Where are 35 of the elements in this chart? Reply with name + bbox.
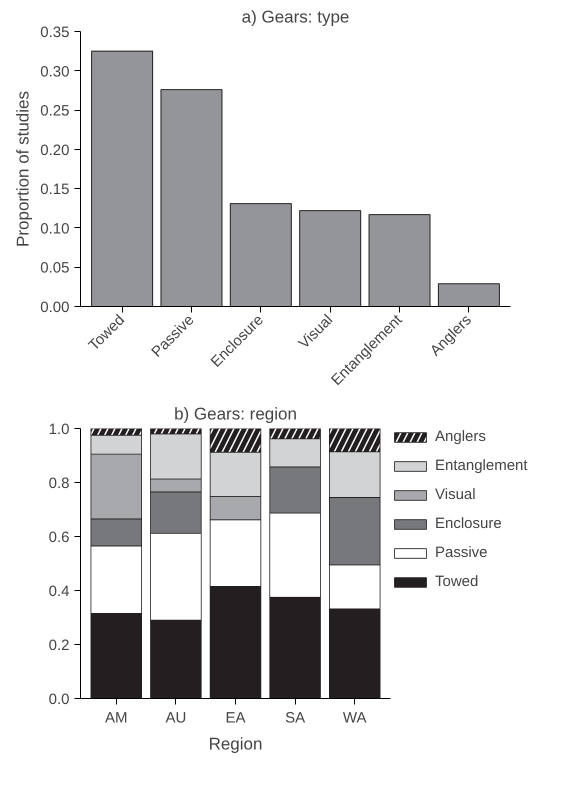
y-axis-title: Proportion of studies: [13, 91, 32, 247]
y-tick-label: 0.15: [40, 181, 70, 198]
legend-label: Visual: [435, 486, 476, 503]
y-tick-label: 0.20: [40, 142, 70, 159]
y-tick-label: 0.30: [40, 63, 70, 80]
y-tick-label: 0.05: [40, 260, 70, 277]
y-tick-label: 0.25: [40, 102, 70, 120]
legend-label: Anglers: [435, 428, 486, 445]
bar: [438, 283, 500, 306]
legend-label: Passive: [435, 544, 488, 561]
chart-title: b) Gears: region: [174, 404, 297, 424]
chart-title: a) Gears: type: [242, 8, 350, 26]
y-tick-label: 0.10: [40, 220, 70, 238]
y-tick-label: 0.35: [40, 24, 70, 41]
y-tick-label: 0.4: [48, 583, 70, 600]
y-tick-label: 0.0: [48, 691, 70, 708]
x-axis-title: Region: [208, 734, 262, 754]
bar: [91, 50, 154, 306]
y-tick-label: 1.0: [48, 421, 70, 438]
bar: [160, 89, 222, 306]
bar: [368, 214, 431, 306]
bar: [299, 210, 362, 306]
bar: [230, 203, 292, 306]
x-tick-label: AM: [105, 710, 128, 726]
y-tick-label: 0.8: [48, 475, 70, 492]
legend-label: Entanglement: [435, 457, 528, 474]
y-tick-label: 0.6: [48, 529, 70, 546]
x-tick-label: AU: [165, 710, 186, 726]
legend-label: Enclosure: [435, 515, 502, 532]
x-tick-label: EA: [225, 710, 246, 726]
x-tick-label: WA: [342, 710, 367, 726]
legend-label: Towed: [435, 573, 478, 590]
y-tick-label: 0.00: [40, 299, 70, 316]
x-tick-label: SA: [285, 710, 306, 726]
y-tick-label: 0.2: [48, 637, 70, 654]
